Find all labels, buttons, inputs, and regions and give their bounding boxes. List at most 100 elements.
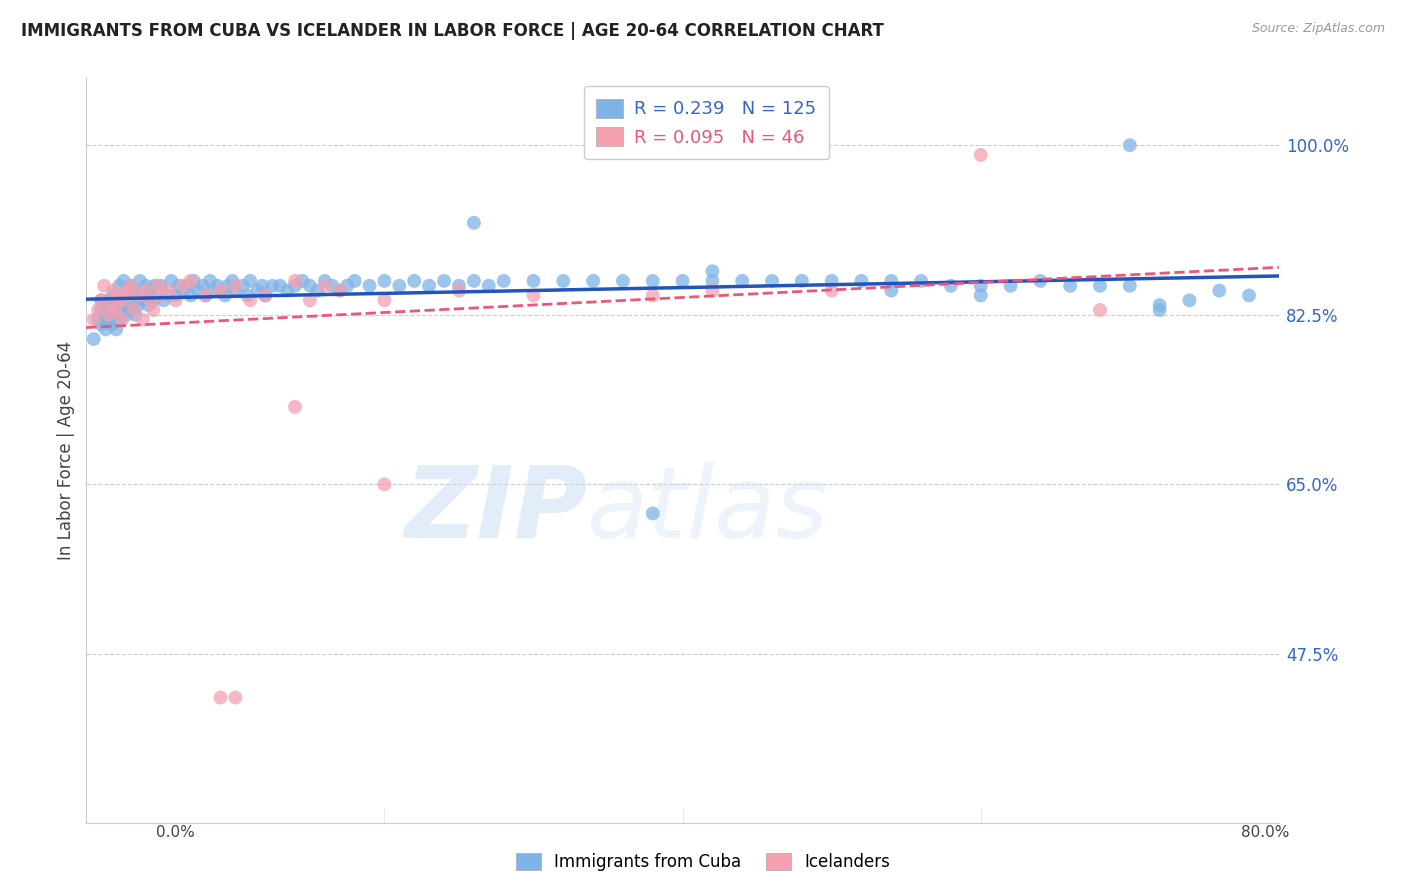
Legend: Immigrants from Cuba, Icelanders: Immigrants from Cuba, Icelanders <box>508 845 898 880</box>
Point <box>329 284 352 298</box>
Point <box>160 274 183 288</box>
Point <box>880 284 903 298</box>
Point <box>90 318 112 332</box>
Point <box>97 293 120 308</box>
Point <box>83 312 105 326</box>
Point <box>641 288 664 302</box>
Point <box>447 278 470 293</box>
Point <box>120 278 142 293</box>
Point <box>180 288 202 302</box>
Point <box>1119 138 1142 153</box>
Point <box>254 288 277 302</box>
Point <box>291 274 314 288</box>
Point <box>910 274 932 288</box>
Point <box>671 274 693 288</box>
Point <box>183 274 205 288</box>
Point <box>761 274 783 288</box>
Point <box>115 308 138 322</box>
Point <box>522 288 544 302</box>
Point <box>343 274 366 288</box>
Point <box>284 274 307 288</box>
Point <box>165 293 187 308</box>
Point <box>217 278 239 293</box>
Point <box>314 278 336 293</box>
Point <box>94 322 117 336</box>
Point <box>254 288 277 302</box>
Point <box>117 284 139 298</box>
Point <box>90 303 112 318</box>
Point <box>105 322 128 336</box>
Point <box>127 288 149 302</box>
Point <box>582 274 605 288</box>
Point <box>1029 274 1052 288</box>
Point <box>284 400 307 414</box>
Point <box>224 278 246 293</box>
Point <box>135 284 157 298</box>
Point <box>100 318 122 332</box>
Point <box>209 284 232 298</box>
Point <box>1149 303 1171 318</box>
Text: IMMIGRANTS FROM CUBA VS ICELANDER IN LABOR FORCE | AGE 20-64 CORRELATION CHART: IMMIGRANTS FROM CUBA VS ICELANDER IN LAB… <box>21 22 884 40</box>
Point <box>108 293 131 308</box>
Point <box>1088 278 1111 293</box>
Point <box>117 303 139 318</box>
Point <box>87 303 110 318</box>
Point <box>209 690 232 705</box>
Point <box>1119 278 1142 293</box>
Point <box>307 284 329 298</box>
Point <box>132 293 155 308</box>
Point <box>104 312 127 326</box>
Point <box>702 284 724 298</box>
Point <box>298 293 321 308</box>
Point <box>492 274 515 288</box>
Point <box>214 288 236 302</box>
Point <box>236 288 259 302</box>
Point <box>194 288 217 302</box>
Point <box>139 293 162 308</box>
Point <box>321 278 343 293</box>
Point <box>108 288 131 302</box>
Point <box>121 303 143 318</box>
Point <box>153 293 176 308</box>
Text: ZIP: ZIP <box>404 462 588 558</box>
Point <box>1208 284 1230 298</box>
Point <box>167 278 190 293</box>
Point <box>702 264 724 278</box>
Point <box>87 312 110 326</box>
Point <box>111 312 134 326</box>
Point <box>110 312 132 326</box>
Point <box>478 278 501 293</box>
Point <box>246 284 269 298</box>
Point <box>97 303 120 318</box>
Point <box>135 288 157 302</box>
Point <box>373 274 395 288</box>
Point <box>221 274 243 288</box>
Text: Source: ZipAtlas.com: Source: ZipAtlas.com <box>1251 22 1385 36</box>
Point <box>93 298 115 312</box>
Point <box>821 284 844 298</box>
Point <box>112 288 135 302</box>
Point <box>463 274 485 288</box>
Point <box>1059 278 1081 293</box>
Legend: R = 0.239   N = 125, R = 0.095   N = 46: R = 0.239 N = 125, R = 0.095 N = 46 <box>583 87 830 160</box>
Point <box>122 303 145 318</box>
Point <box>172 284 194 298</box>
Point <box>404 274 426 288</box>
Y-axis label: In Labor Force | Age 20-64: In Labor Force | Age 20-64 <box>58 341 75 560</box>
Point <box>970 278 993 293</box>
Point <box>138 298 160 312</box>
Point <box>142 293 165 308</box>
Point <box>336 278 359 293</box>
Point <box>359 278 381 293</box>
Point <box>1000 278 1022 293</box>
Point <box>970 148 993 162</box>
Text: 80.0%: 80.0% <box>1241 825 1289 840</box>
Point <box>114 298 136 312</box>
Point <box>90 293 112 308</box>
Point <box>418 278 440 293</box>
Point <box>112 274 135 288</box>
Text: atlas: atlas <box>588 462 828 558</box>
Point <box>146 278 169 293</box>
Point <box>790 274 813 288</box>
Point <box>180 274 202 288</box>
